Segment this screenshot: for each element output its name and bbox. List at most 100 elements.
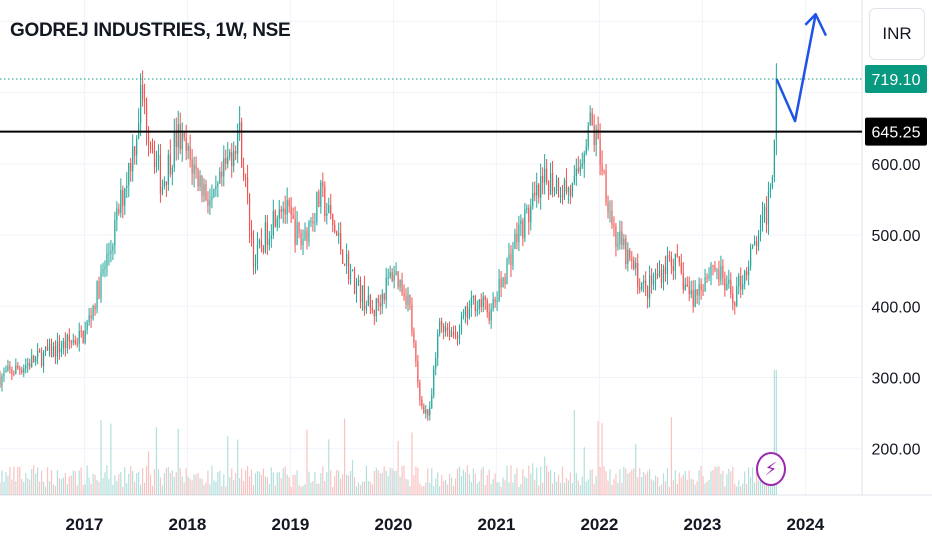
candle-body (37, 350, 39, 357)
candle-body (298, 222, 300, 234)
candle-body (225, 158, 227, 164)
volume-bar (478, 481, 480, 495)
volume-bar (609, 469, 611, 495)
candle-body (17, 365, 19, 369)
candle-body (7, 366, 9, 371)
volume-bar (534, 479, 536, 495)
volume-bar (17, 467, 19, 495)
volume-bar (597, 420, 599, 495)
candle-body (330, 205, 332, 214)
x-axis: 2017 2018 2019 2020 2021 2022 2023 2024 (66, 515, 825, 534)
volume-bar (466, 465, 469, 495)
last-price-label: 719.10 (872, 72, 921, 89)
candle-body (159, 155, 162, 194)
volume-bar (207, 470, 209, 495)
candle-body (757, 234, 760, 247)
volume-bar (233, 480, 235, 495)
volume-bar (753, 482, 756, 495)
volume-bar (589, 470, 591, 495)
volume-bar (460, 476, 463, 495)
candle-body (217, 183, 219, 186)
candle-body (755, 241, 758, 247)
candle-body (141, 84, 144, 100)
volume-bar (557, 474, 560, 495)
candle-body (268, 238, 270, 246)
volume-bar (702, 476, 704, 495)
volume-bar (682, 474, 684, 495)
lightning-icon[interactable]: ⚡ (756, 452, 786, 486)
candle-body (118, 208, 120, 214)
volume-bar (742, 483, 744, 495)
candle-body (5, 370, 7, 373)
candle-body (387, 276, 389, 278)
volume-bar (514, 473, 516, 495)
candle-body (70, 341, 72, 343)
candle-body (94, 305, 96, 310)
volume-bar (413, 475, 415, 495)
volume-bar (248, 476, 251, 495)
candle-body (314, 222, 316, 224)
candle-body (536, 184, 538, 196)
candle-body (86, 322, 88, 331)
volume-bar (496, 482, 498, 495)
volume-bar (674, 470, 676, 495)
candle-body (161, 186, 164, 194)
volume-bar (46, 467, 49, 495)
candle-body (429, 407, 431, 416)
candle-body (597, 129, 599, 139)
volume-bar (639, 467, 641, 495)
candle-body (676, 253, 678, 258)
candle-body (102, 269, 104, 273)
candle-body (540, 175, 542, 198)
candle-body (114, 219, 116, 246)
candle-body (0, 377, 1, 387)
volume-bar (474, 473, 476, 495)
candle-body (401, 279, 403, 294)
arrow-head (804, 12, 828, 37)
volume-bar (175, 472, 177, 495)
volume-bar (676, 483, 678, 495)
candle-body (42, 351, 45, 366)
volume-bar (383, 466, 385, 495)
volume-bar (722, 470, 724, 495)
candle-body (698, 284, 700, 296)
candle-body (492, 299, 494, 310)
volume-bar (338, 470, 340, 495)
volume-bar (76, 485, 78, 495)
volume-bar (716, 467, 718, 495)
volume-bar (454, 478, 457, 495)
volume-bar (155, 427, 158, 495)
candle-body (40, 352, 43, 366)
volume-bar (421, 486, 423, 495)
candle-body (585, 146, 587, 154)
volume-bar (114, 475, 116, 495)
candle-body (771, 177, 774, 188)
volume-bar (161, 485, 164, 495)
volume-bar (128, 473, 130, 495)
volume-bar (340, 478, 342, 495)
volume-bar (189, 478, 191, 495)
candle-body (593, 125, 595, 146)
candle-body (704, 277, 706, 292)
candle-body (347, 254, 350, 280)
candle-body (349, 270, 352, 280)
candle-body (615, 226, 617, 247)
candle-body (591, 112, 593, 126)
volume-bar (199, 478, 201, 495)
currency-button[interactable]: INR (869, 8, 925, 60)
volume-bar (623, 466, 625, 495)
volume-bar (573, 410, 575, 495)
candle-body (571, 182, 573, 197)
candle-body (674, 253, 676, 271)
volume-bar (488, 469, 490, 495)
volume-bar (391, 468, 393, 495)
candle-body (334, 225, 336, 232)
chart-title: GODREJ INDUSTRIES, 1W, NSE (10, 20, 291, 41)
volume-bar (211, 465, 213, 495)
volume-bar (25, 473, 27, 495)
volume-bar (322, 466, 324, 495)
candle-body (134, 146, 136, 156)
candle-body (262, 246, 265, 253)
candle-body (583, 153, 585, 164)
